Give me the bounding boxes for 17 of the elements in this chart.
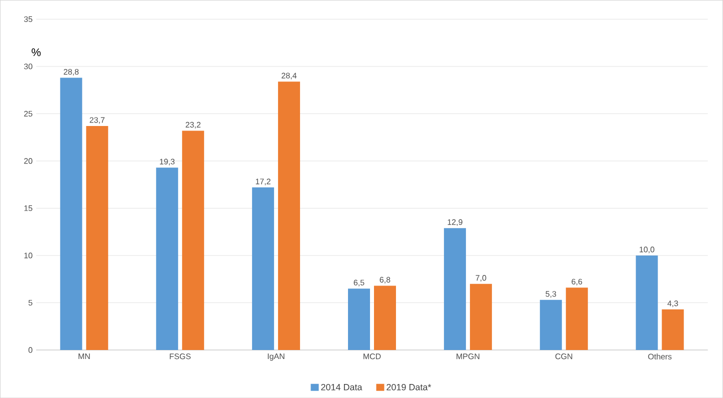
bar <box>540 300 562 350</box>
bar <box>252 187 274 350</box>
bar <box>636 255 658 350</box>
legend-label: 2019 Data* <box>386 384 432 390</box>
bar <box>566 288 588 350</box>
bar <box>374 286 396 350</box>
bar <box>182 130 204 350</box>
bar <box>444 228 466 350</box>
bar <box>156 168 178 350</box>
legend-label: 2014 Data <box>321 384 362 390</box>
bar <box>348 288 370 350</box>
y-axis-title: % <box>32 48 41 56</box>
bar <box>86 126 108 350</box>
bar <box>60 78 82 350</box>
bar <box>278 81 300 350</box>
bar <box>470 284 492 350</box>
bar <box>662 309 684 350</box>
